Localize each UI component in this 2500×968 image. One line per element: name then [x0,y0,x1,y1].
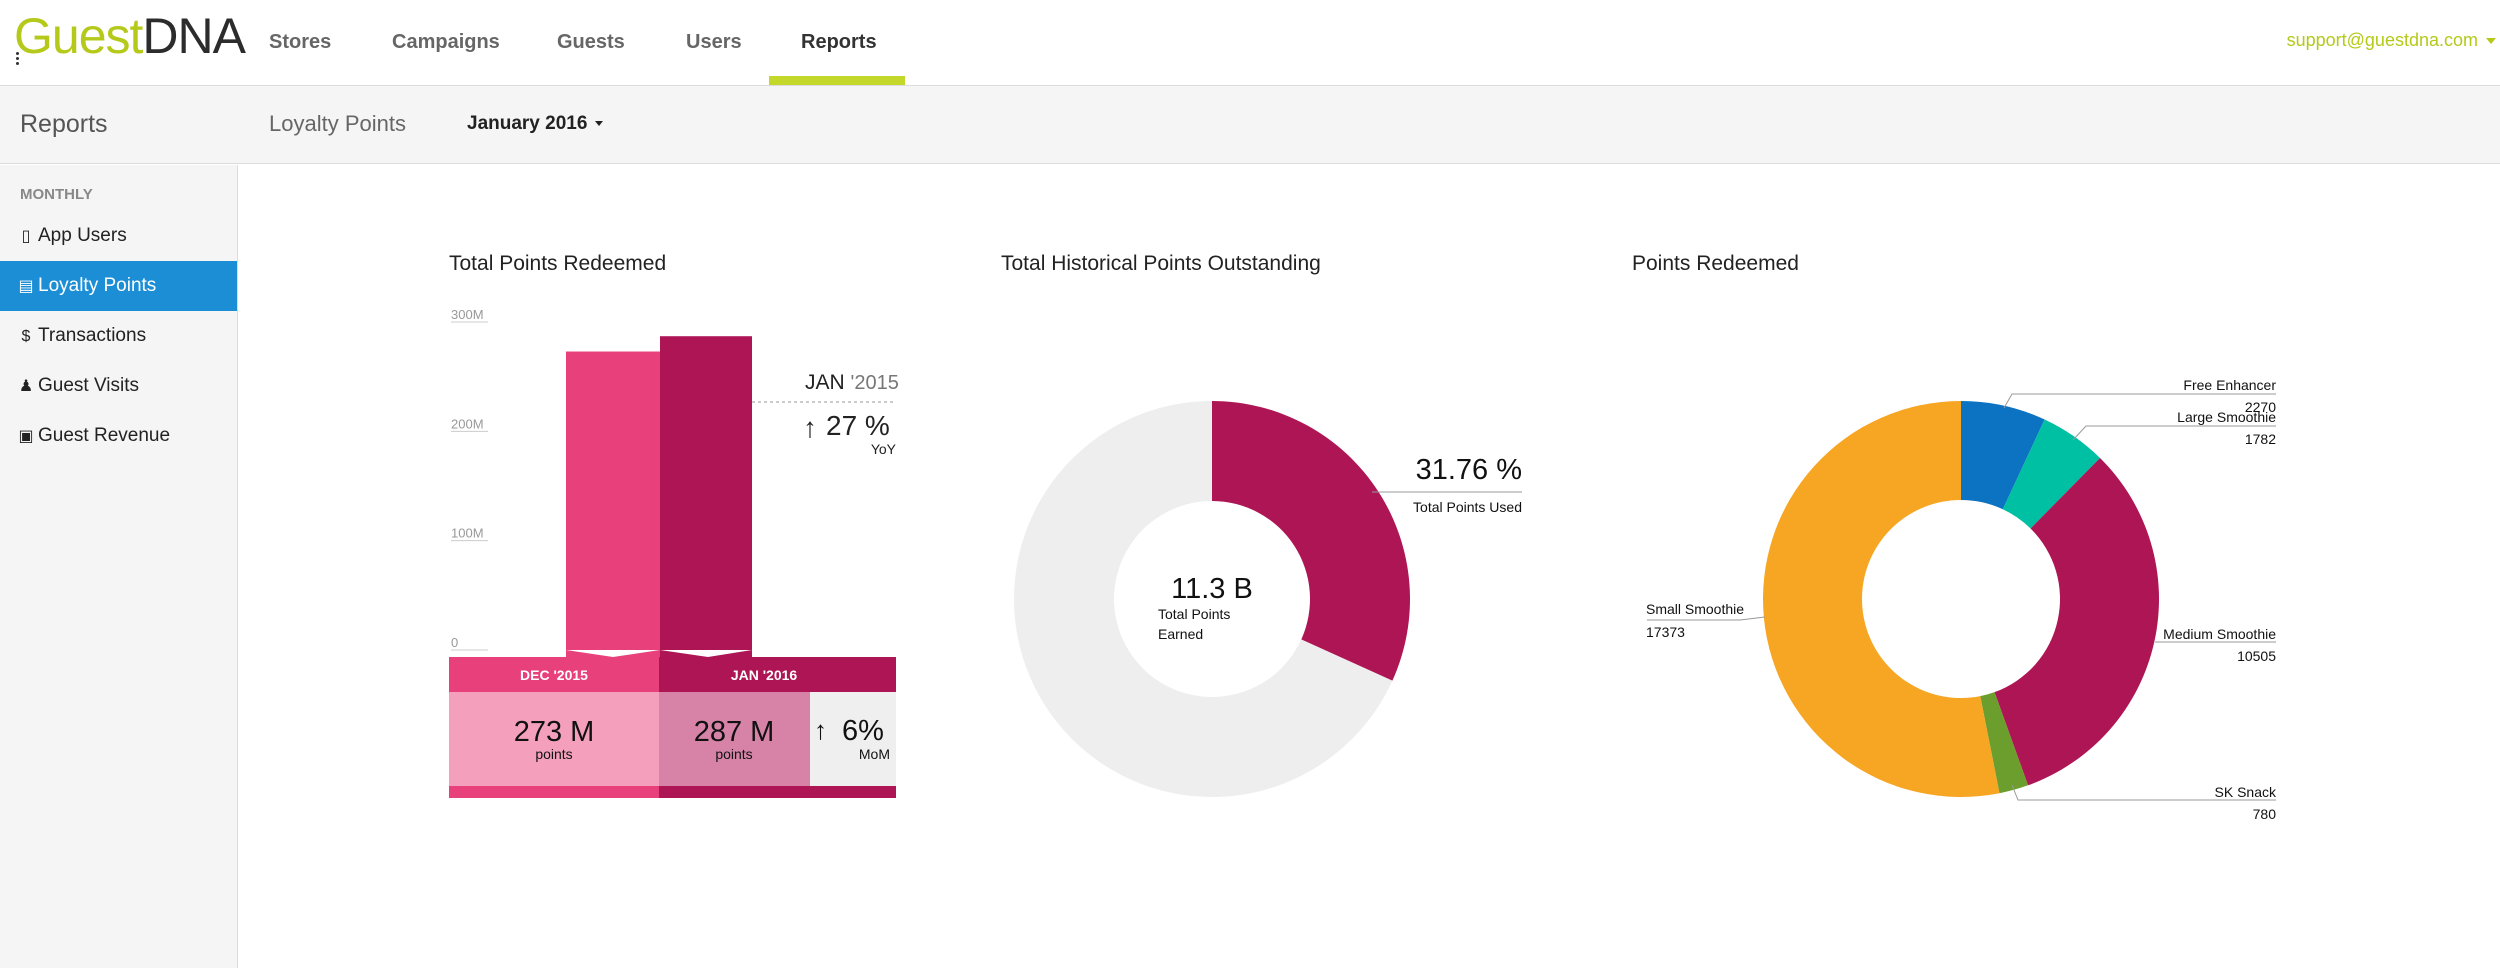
bar-chart: 0 100M 200M 300M JAN '2015 ↑ 27 % YoY DEC '… [449,307,899,798]
bar-dec [566,351,660,650]
value-footer-jan [659,786,896,798]
donut-points-outstanding: 11.3 B Total Points Earned 31.76 % Total… [1013,401,1522,797]
nav-guests[interactable]: Guests [557,31,625,53]
chevron-down-icon [595,121,604,127]
y-tick-label: 300M [451,307,484,322]
slice-value-medium-smoothie: 10505 [2237,648,2276,664]
value-unit-dec: points [535,746,572,762]
donut-slice-large-smoothie [2002,419,2101,529]
user-menu[interactable]: support@guestdna.com [2287,28,2496,52]
yoy-change-value: 27 % [826,410,890,441]
yoy-month-label: JAN '2015 [805,371,899,394]
sidebar-item-guest-visits[interactable]: ♟ Guest Visits [0,361,237,411]
donut-slice-used [1212,401,1411,681]
y-tick-label: 200M [451,416,484,431]
sidebar-item-guest-revenue[interactable]: ▣ Guest Revenue [0,411,237,461]
up-arrow-icon: ↑ [814,715,827,745]
sidebar-heading: MONTHLY [20,186,93,203]
slice-value-large-smoothie: 1782 [2245,431,2276,447]
chart-title-points-redeemed-breakdown: Points Redeemed [1632,252,1799,275]
donut-slice-sk-snack [1980,692,2029,794]
slice-label-large-smoothie: Large Smoothie [2177,409,2276,425]
user-email: support@guestdna.com [2286,30,2478,50]
sidebar-item-label: Transactions [38,325,147,346]
page-title: Reports [20,110,108,138]
donut-center-value: 11.3 B [1171,573,1253,605]
mom-change-value: 6% [842,715,884,747]
donut-slice-medium-smoothie [1994,458,2159,786]
month-dropdown-label: January 2016 [467,113,588,134]
sidebar-item-label: App Users [38,225,127,246]
used-percent-value: 31.76 % [1416,454,1522,486]
dollar-icon: $ [21,328,31,345]
logo-dna-text: DNA [142,8,246,64]
logo-guest-text: Guest [14,8,143,64]
person-icon: ♟ [18,378,34,395]
value-text-jan: 287 M [694,716,775,748]
used-percent-label: Total Points Used [1413,499,1522,515]
value-text-dec: 273 M [514,716,595,748]
sidebar-item-label: Guest Visits [38,375,140,396]
leader-line-small-smoothie [1647,616,1766,621]
y-tick-label: 100M [451,526,484,541]
nav-reports[interactable]: Reports [801,31,877,53]
chevron-down-icon [2486,38,2496,45]
category-label-dec: DEC '2015 [520,667,588,683]
nav-stores[interactable]: Stores [269,31,332,53]
cash-icon: ▣ [18,428,34,445]
nav-campaigns[interactable]: Campaigns [392,31,500,53]
bar-header-jan [659,657,896,692]
slice-label-small-smoothie: Small Smoothie [1646,601,1744,617]
yoy-label: YoY [871,441,897,457]
sidebar-item-app-users[interactable]: ▯ App Users [0,211,237,261]
donut-center-label-line1: Total Points [1158,606,1230,622]
chart-title-points-outstanding: Total Historical Points Outstanding [1001,252,1321,275]
slice-value-small-smoothie: 17373 [1646,624,1685,640]
sidebar-item-label: Loyalty Points [38,275,157,296]
card-icon: ▤ [18,278,34,295]
guestdna-logo[interactable]: GuestDNA [14,6,246,66]
slice-label-sk-snack: SK Snack [2215,784,2277,800]
month-dropdown[interactable]: January 2016 [467,111,604,137]
nav-active-indicator [769,76,905,85]
category-label-jan: JAN '2016 [731,667,798,683]
leader-line-free-enhancer [2003,393,2276,409]
slice-label-medium-smoothie: Medium Smoothie [2163,626,2276,642]
sidebar: MONTHLY ▯ App Users ▤ Loyalty Points $ Tran… [0,165,238,968]
mom-label: MoM [859,746,890,762]
donut-center-label-line2: Earned [1158,626,1203,642]
bar-base-trapezoid-jan [660,650,752,658]
slice-label-free-enhancer: Free Enhancer [2183,377,2276,393]
chart-title-points-redeemed-total: Total Points Redeemed [449,252,667,275]
donut-slice-small-smoothie [1763,401,2000,797]
slice-value-free-enhancer: 2270 [2245,399,2276,415]
nav-users[interactable]: Users [686,31,742,53]
slice-value-sk-snack: 780 [2253,806,2277,822]
logo-dots-icon [16,52,20,68]
value-cell-jan [659,692,810,786]
value-unit-jan: points [715,746,752,762]
phone-icon: ▯ [21,228,31,245]
donut-slice-outstanding [1013,401,1393,797]
donut-points-redeemed: Free Enhancer 2270 Large Smoothie 1782 M… [1646,377,2277,822]
sidebar-item-transactions[interactable]: $ Transactions [0,311,237,361]
top-navigation: GuestDNA Stores Campaigns Guests Users R… [0,0,2500,86]
value-footer-dec [449,786,659,798]
value-cell-mom [810,692,896,786]
sidebar-item-label: Guest Revenue [38,425,171,446]
bar-jan [660,336,752,650]
sub-header: Reports Loyalty Points January 2016 [0,86,2500,164]
y-tick-label: 0 [451,635,458,650]
bar-base-trapezoid-dec [566,650,660,658]
sidebar-item-loyalty-points[interactable]: ▤ Loyalty Points [0,261,237,311]
bar-header-dec [449,657,659,692]
value-cell-dec [449,692,659,786]
leader-line-sk-snack [2011,784,2276,801]
leader-line-large-smoothie [2072,425,2276,441]
section-title: Loyalty Points [269,111,406,136]
donut-slice-free-enhancer [1961,401,2045,510]
up-arrow-icon: ↑ [803,412,817,443]
